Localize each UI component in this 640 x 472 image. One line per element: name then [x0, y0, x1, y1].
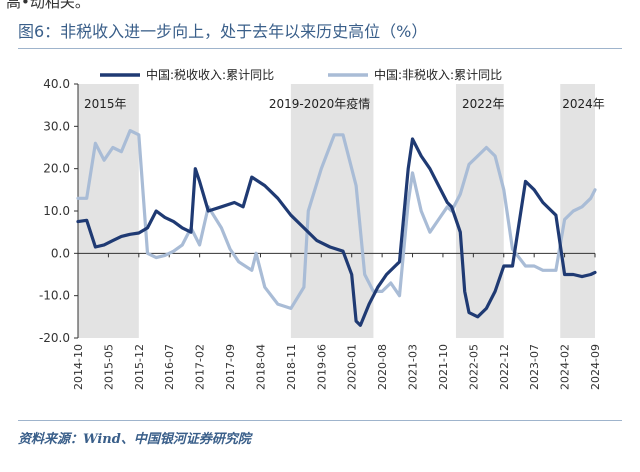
x-tick-label: 2022-12	[498, 344, 511, 390]
bottom-divider	[18, 420, 622, 421]
y-tick-label: 10.0	[43, 204, 70, 218]
x-tick-label: 2023-07	[528, 344, 541, 390]
x-tick-label: 2021-10	[437, 344, 450, 390]
y-tick-label: 0.0	[51, 246, 70, 260]
line-chart: 2015年 2019-2020年疫情 2022年 2024年 -20.0 -10.0 0.…	[39, 67, 605, 390]
x-tick-label: 2018-11	[285, 344, 298, 390]
shaded-period-label-1: 2019-2020年疫情	[269, 96, 370, 111]
shaded-period-label-3: 2024年	[562, 97, 605, 111]
shaded-period-label-2: 2022年	[462, 97, 505, 111]
x-tick-label: 2020-01	[346, 344, 359, 390]
shaded-period-2	[455, 84, 504, 338]
figure-title: 图6：非税收入进一步向上，处于去年以来历史高位（%）	[18, 22, 428, 41]
source-note: 资料来源：Wind、中国银河证券研究院	[18, 432, 251, 447]
chart-series	[76, 129, 597, 327]
y-tick-label: 30.0	[43, 119, 70, 133]
title-divider	[18, 48, 622, 49]
y-tick-label: 40.0	[43, 77, 70, 91]
y-tick-label: -10.0	[39, 289, 70, 303]
x-tick-label: 2024-09	[589, 344, 602, 390]
top-fragment-text: 高•动相关。	[6, 0, 90, 11]
chart-axes: -20.0 -10.0 0.0 10.0 20.0 30.0 40.0 2014-10 2015…	[39, 77, 602, 390]
x-tick-label: 2024-02	[559, 344, 572, 390]
shaded-period-3	[560, 84, 595, 338]
x-tick-label: 2022-05	[467, 344, 480, 390]
x-tick-label: 2019-06	[315, 344, 328, 390]
x-tick-label: 2021-03	[407, 344, 420, 390]
x-tick-label: 2017-09	[224, 344, 237, 390]
y-tick-label: -20.0	[39, 331, 70, 345]
x-tick-label: 2015-12	[133, 344, 146, 390]
x-tick-label: 2015-05	[102, 344, 115, 390]
shaded-period-label-0: 2015年	[84, 97, 127, 111]
y-tick-label: 20.0	[43, 162, 70, 176]
chart-legend: 中国:税收收入:累计同比 中国:非税收入:累计同比	[100, 67, 502, 82]
shaded-period-1	[290, 84, 374, 338]
x-tick-label: 2018-04	[254, 344, 267, 390]
series-line-0	[76, 137, 597, 327]
legend-label-0: 中国:税收收入:累计同比	[146, 67, 274, 82]
legend-label-1: 中国:非税收入:累计同比	[374, 67, 502, 82]
top-fragment: 高•动相关。	[0, 0, 640, 14]
x-tick-label: 2016-07	[163, 344, 176, 390]
shaded-period-0	[78, 84, 139, 338]
x-tick-label: 2014-10	[72, 344, 85, 390]
x-tick-label: 2017-02	[194, 344, 207, 390]
x-tick-label: 2020-08	[376, 344, 389, 390]
